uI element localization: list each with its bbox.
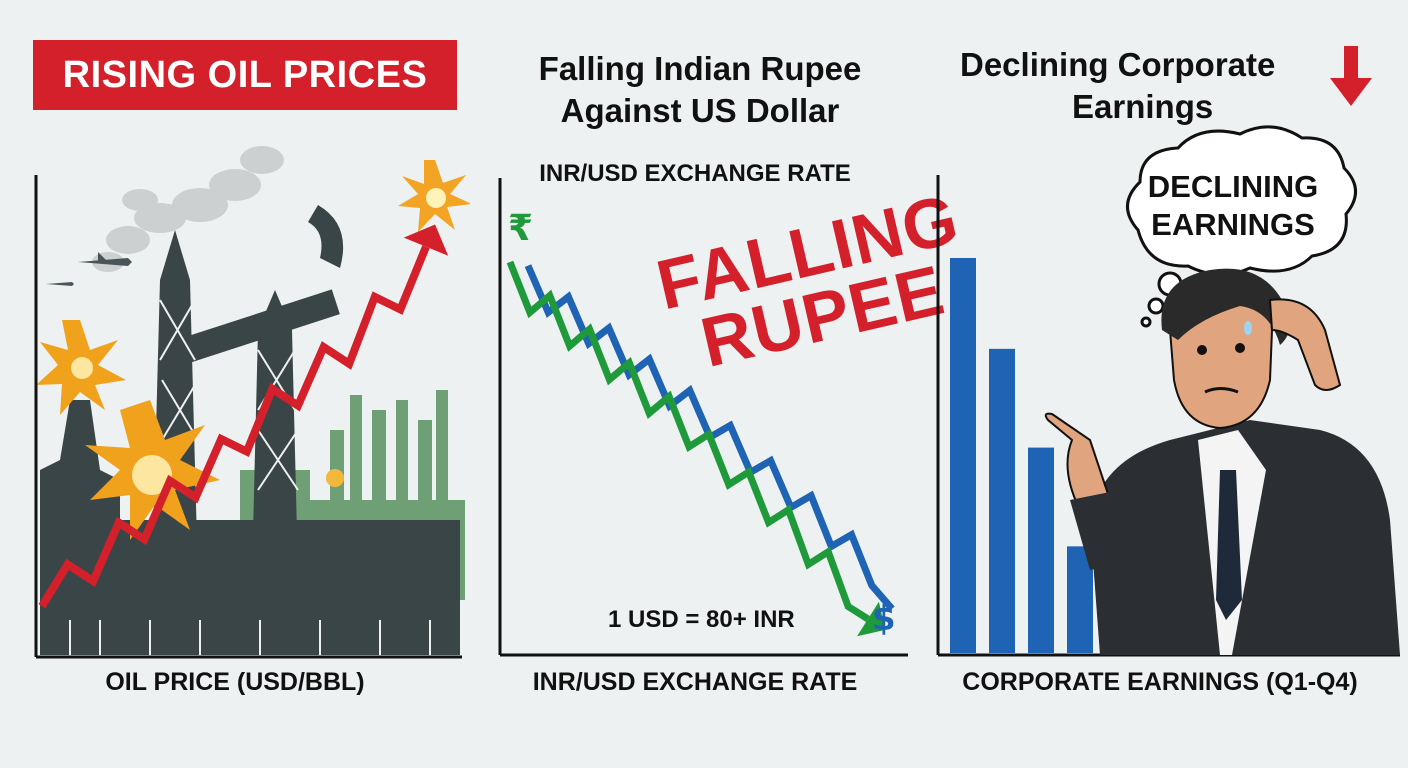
- rupee-chart: ₹ $: [498, 178, 908, 657]
- rupee-panel-title: Falling Indian Rupee Against US Dollar: [500, 48, 900, 132]
- rig-lattice: [69, 299, 431, 655]
- rate-note: 1 USD = 80+ INR: [608, 606, 795, 633]
- earnings-title-line2: Earnings: [1072, 88, 1214, 125]
- bubble-text: DECLINING EARNINGS: [1128, 168, 1338, 244]
- rupee-symbol-icon: ₹: [508, 208, 533, 249]
- earnings-title-line1: Declining Corporate: [960, 46, 1276, 83]
- explosion-icon: [36, 160, 470, 540]
- rupee-title-line1: Falling Indian Rupee: [538, 50, 862, 87]
- rupee-title-line2: Against US Dollar: [560, 92, 840, 129]
- rupee-series-green: [506, 260, 870, 622]
- oil-panel-title: RISING OIL PRICES: [33, 40, 457, 110]
- plane-icon: [46, 252, 132, 286]
- earnings-panel-title: Declining Corporate Earnings: [960, 44, 1380, 128]
- earnings-bar: [989, 348, 1015, 653]
- rupee-arrowhead: [857, 601, 886, 637]
- bubble-line2: EARNINGS: [1151, 207, 1315, 242]
- oil-x-axis-label: OIL PRICE (USD/BBL): [105, 668, 365, 696]
- earnings-bar: [950, 258, 976, 653]
- smoke-cloud-illustration: [92, 146, 284, 272]
- earnings-chart: [936, 46, 1400, 657]
- oil-arrowhead: [403, 224, 449, 256]
- rupee-panel: Falling Indian Rupee Against US Dollar I…: [470, 0, 966, 768]
- dollar-symbol-icon: $: [872, 599, 896, 639]
- rupee-x-axis-label: INR/USD EXCHANGE RATE: [532, 668, 858, 696]
- down-arrow-icon: [1330, 46, 1372, 106]
- bubble-line1: DECLINING: [1147, 169, 1319, 204]
- worried-businessman-illustration: [1044, 268, 1400, 655]
- earnings-x-axis-label: CORPORATE EARNINGS (Q1-Q4): [962, 668, 1358, 696]
- oil-price-line: [38, 245, 430, 609]
- oil-price-panel: RISING OIL PRICES: [0, 0, 470, 768]
- oil-chart: [34, 146, 470, 659]
- rupee-chart-subtitle: INR/USD EXCHANGE RATE: [539, 160, 851, 187]
- earnings-bar: [1028, 447, 1054, 653]
- earnings-panel: Declining Corporate Earnings: [920, 0, 1408, 768]
